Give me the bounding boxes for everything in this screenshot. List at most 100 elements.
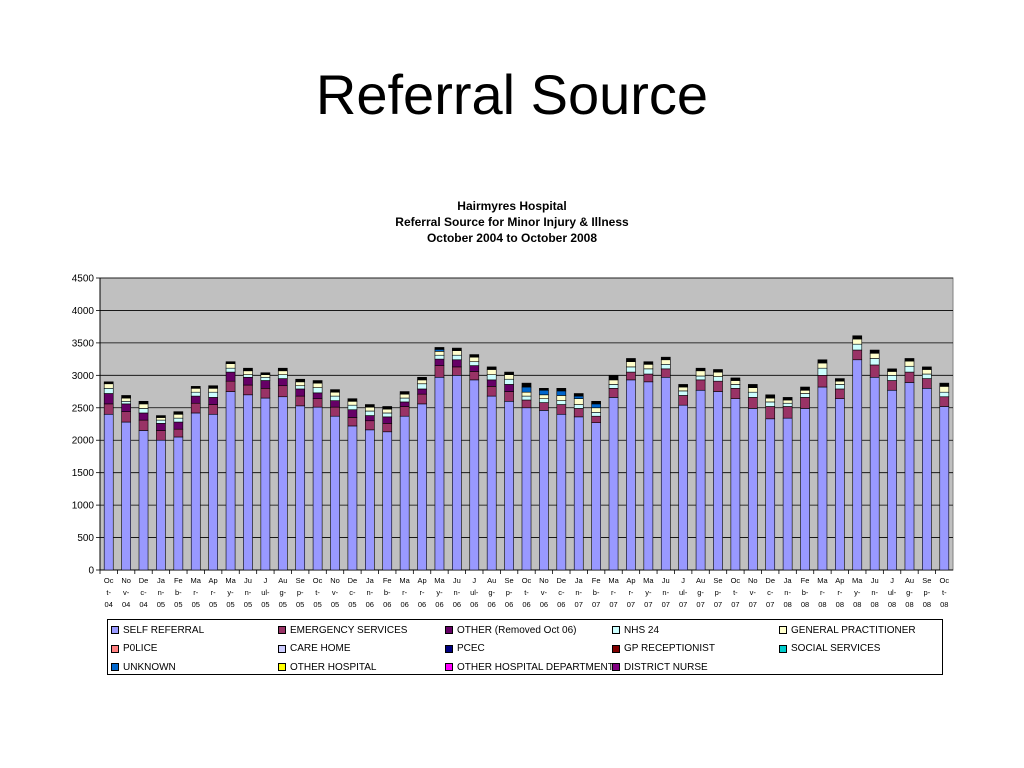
legend-swatch [445,644,453,653]
bar-segment [225,371,236,382]
x-tick-label: Ap [835,576,844,585]
x-tick-label: r- [611,588,616,597]
legend-item: NHS 24 [612,621,779,640]
bar-segment [138,403,149,409]
bar-segment [887,371,897,376]
x-tick-label: 08 [940,600,948,609]
bar-segment [399,391,410,395]
bar-segment [347,398,358,402]
bar-segment [904,358,915,362]
bar-segment [904,360,915,367]
x-tick-label: 08 [870,600,878,609]
bar-segment [365,404,375,408]
bar-segment [904,365,915,373]
x-tick-label: y- [227,588,234,597]
bar-segment [434,358,445,366]
bar-segment [330,389,340,393]
legend-label: CARE HOME [290,643,351,655]
x-tick-label: Ma [852,576,863,585]
legend-label: PCEC [457,643,485,655]
bar-segment [782,406,793,419]
bar-segment [835,384,845,390]
x-tick-label: 07 [749,600,757,609]
bar-segment [138,400,149,405]
legend-swatch [111,626,119,635]
bar-segment [312,382,323,388]
x-tick-label: v- [123,588,130,597]
bar-segment [121,403,131,412]
legend-swatch [612,663,620,672]
x-tick-label: J [264,576,268,585]
bar-segment [922,373,932,379]
x-tick-label: Ja [784,576,793,585]
bar-segment [608,384,619,389]
bar-segment [190,391,201,397]
bar-segment [190,395,201,404]
x-tick-label: Ma [434,576,445,585]
x-tick-label: 06 [470,600,478,609]
x-tick-label: 08 [905,600,913,609]
x-tick-label: 05 [157,600,165,609]
bar-segment [399,415,410,571]
x-tick-label: Ap [209,576,218,585]
bar-segment [904,382,915,571]
bar-segment [486,369,497,375]
x-tick-label: n- [366,588,373,597]
x-tick-label: c- [349,588,356,597]
x-tick-label: 05 [209,600,217,609]
x-tick-label: 07 [644,600,652,609]
x-tick-label: No [330,576,340,585]
x-tick-label: ul- [679,588,688,597]
bar-segment [835,380,845,385]
x-tick-label: v- [332,588,339,597]
x-tick-label: t- [106,588,111,597]
bar-segment [486,374,497,381]
legend-item: OTHER HOSPITAL [278,658,445,677]
x-tick-label: n- [662,588,669,597]
bar-segment [747,408,758,571]
x-tick-label: c- [140,588,147,597]
bar-segment [173,428,184,438]
x-tick-label: c- [558,588,565,597]
bar-segment [887,375,897,381]
bar-segment [591,400,601,405]
x-tick-label: n- [245,588,252,597]
bar-segment [608,388,619,398]
bar-segment [260,397,271,571]
bar-segment [312,398,323,408]
legend-label: OTHER HOSPITAL [290,661,377,673]
x-tick-label: 05 [279,600,287,609]
legend-grid: SELF REFERRAL EMERGENCY SERVICES OTHER (Re… [108,620,942,677]
bar-segment [626,371,636,381]
legend-item: OTHER HOSPITAL DEPARTMENT [445,658,612,677]
bar-segment [295,388,306,397]
x-tick-label: 06 [540,600,548,609]
bar-segment [243,370,253,375]
legend-item: PCEC [445,640,612,659]
bar-segment [243,376,253,386]
x-tick-label: y- [436,588,443,597]
bar-segment [121,397,131,402]
x-tick-label: n- [454,588,461,597]
bar-segment [835,378,845,382]
bar-segment [678,384,688,388]
bar-segment [556,388,567,392]
bar-segment [452,350,462,356]
x-tick-label: n- [871,588,878,597]
bar-segment [747,397,758,409]
bar-segment [417,393,427,405]
x-tick-label: Fe [174,576,183,585]
legend-label: DISTRICT NURSE [624,661,708,673]
bar-segment [643,364,654,370]
bar-segment [225,363,236,369]
legend-label: GP RECEPTIONIST [624,643,715,655]
x-tick-label: Se [922,576,931,585]
bar-segment [626,358,636,363]
bar-segment [452,347,462,351]
x-tick-label: g- [697,588,704,597]
x-tick-label: c- [767,588,774,597]
x-tick-label: 07 [696,600,704,609]
bar-segment [330,406,340,417]
legend-label: OTHER HOSPITAL DEPARTMENT [457,661,612,673]
x-tick-label: y- [854,588,861,597]
